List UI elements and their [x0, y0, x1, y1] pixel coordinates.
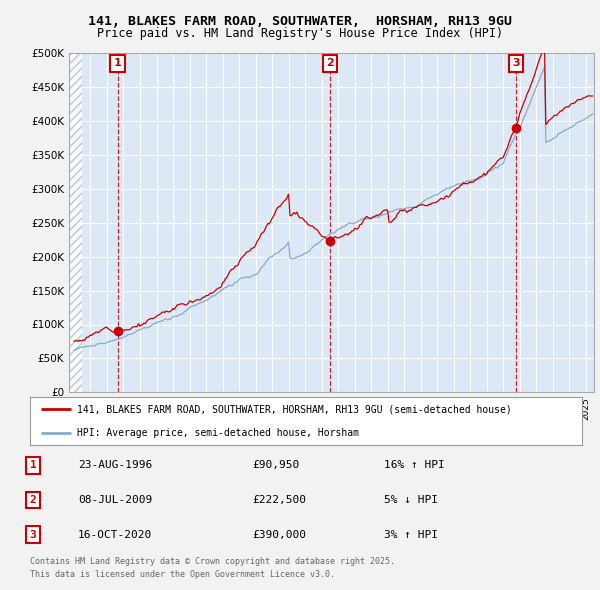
Text: 141, BLAKES FARM ROAD, SOUTHWATER, HORSHAM, RH13 9GU (semi-detached house): 141, BLAKES FARM ROAD, SOUTHWATER, HORSH…: [77, 404, 512, 414]
Text: HPI: Average price, semi-detached house, Horsham: HPI: Average price, semi-detached house,…: [77, 428, 359, 438]
Text: Contains HM Land Registry data © Crown copyright and database right 2025.: Contains HM Land Registry data © Crown c…: [30, 557, 395, 566]
Text: 23-AUG-1996: 23-AUG-1996: [78, 460, 152, 470]
Text: 2: 2: [29, 495, 37, 505]
Text: 16% ↑ HPI: 16% ↑ HPI: [384, 460, 445, 470]
Text: 5% ↓ HPI: 5% ↓ HPI: [384, 495, 438, 505]
Bar: [69, 53, 82, 392]
Text: 3: 3: [512, 58, 520, 68]
Text: Price paid vs. HM Land Registry's House Price Index (HPI): Price paid vs. HM Land Registry's House …: [97, 27, 503, 40]
Text: 3: 3: [29, 530, 37, 540]
Text: This data is licensed under the Open Government Licence v3.0.: This data is licensed under the Open Gov…: [30, 570, 335, 579]
Text: £222,500: £222,500: [252, 495, 306, 505]
Text: 3% ↑ HPI: 3% ↑ HPI: [384, 530, 438, 540]
Text: 1: 1: [113, 58, 121, 68]
Text: 2: 2: [326, 58, 334, 68]
Text: 1: 1: [29, 460, 37, 470]
Text: 08-JUL-2009: 08-JUL-2009: [78, 495, 152, 505]
Text: 16-OCT-2020: 16-OCT-2020: [78, 530, 152, 540]
Text: 141, BLAKES FARM ROAD, SOUTHWATER,  HORSHAM, RH13 9GU: 141, BLAKES FARM ROAD, SOUTHWATER, HORSH…: [88, 15, 512, 28]
Text: £390,000: £390,000: [252, 530, 306, 540]
Text: £90,950: £90,950: [252, 460, 299, 470]
